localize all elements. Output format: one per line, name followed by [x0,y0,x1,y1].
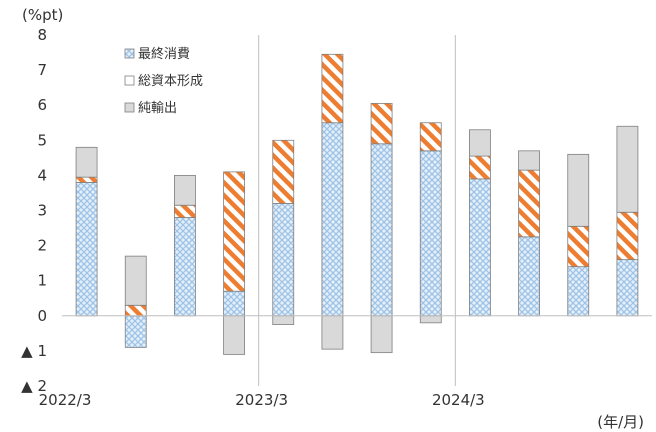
legend-swatch-capital-formation [124,75,135,86]
bar-capital-formation [419,122,442,152]
bar-net-exports [272,315,295,325]
legend-label-final-consumption: 最終消費 [138,46,190,62]
bar-net-exports [321,315,344,350]
bar-capital-formation [321,53,344,124]
bar-final-consumption [370,143,393,317]
legend-item-capital-formation: 総資本形成 [124,74,203,89]
bar-final-consumption [518,236,540,317]
bar-net-exports [518,150,540,171]
y-tick-label: 7 [37,61,47,79]
y-tick-label: 5 [37,131,47,149]
x-tick-label: 2022/3 [39,391,92,409]
bar-net-exports [567,153,590,227]
bar-capital-formation [616,211,639,261]
group-dividers [258,35,456,386]
bar-net-exports [469,129,491,157]
y-tick-label: ▲ 1 [21,342,47,360]
bar-net-exports [124,255,147,306]
bar-capital-formation [174,204,196,218]
bar-capital-formation [75,176,98,183]
bar-net-exports [419,315,442,324]
y-tick-label: 4 [37,166,47,184]
y-tick-label: ▲ 2 [21,377,47,395]
bar-capital-formation [518,169,540,238]
y-axis-ticks: 8 7 6 5 4 3 2 1 0 ▲ 1 ▲ 2 [21,26,47,395]
bar-net-exports [370,315,393,354]
x-axis-ticks: 2022/3 2023/3 2024/3 [39,391,485,409]
y-tick-label: 8 [37,26,47,44]
bars [75,53,639,355]
legend: 最終消費 総資本形成 純輸出 [124,46,203,116]
bar-capital-formation [124,304,147,317]
bar-final-consumption [174,217,196,317]
bar-final-consumption [616,259,639,317]
bar-capital-formation [272,139,295,204]
bar-final-consumption [321,122,344,317]
bar-final-consumption [272,203,295,317]
bar-net-exports [616,125,639,213]
y-axis-unit: (%pt) [22,6,63,24]
bar-net-exports [223,315,245,355]
y-tick-label: 6 [37,96,47,114]
bar-capital-formation [223,171,245,292]
legend-swatch-final-consumption [124,48,135,59]
bar-final-consumption [75,182,98,317]
bar-net-exports [75,146,98,178]
legend-swatch-net-exports [124,102,135,113]
bar-net-exports [174,174,196,206]
bar-final-consumption [469,178,491,317]
x-tick-label: 2024/3 [432,391,485,409]
x-axis-unit: (年/月) [597,413,644,431]
bar-capital-formation [567,225,590,268]
bar-final-consumption [223,290,245,317]
y-tick-label: 3 [37,202,47,220]
legend-item-net-exports: 純輸出 [124,101,177,116]
legend-item-final-consumption: 最終消費 [124,46,190,62]
y-tick-label: 2 [37,237,47,255]
bar-final-consumption [124,315,147,348]
bar-capital-formation [469,155,491,180]
legend-label-net-exports: 純輸出 [138,101,177,116]
y-tick-label: 1 [37,272,47,290]
bar-final-consumption [419,150,442,317]
legend-label-capital-formation: 総資本形成 [138,74,203,89]
y-tick-label: 0 [37,307,47,325]
bar-capital-formation [370,103,393,145]
bar-final-consumption [567,266,590,317]
x-tick-label: 2023/3 [235,391,288,409]
